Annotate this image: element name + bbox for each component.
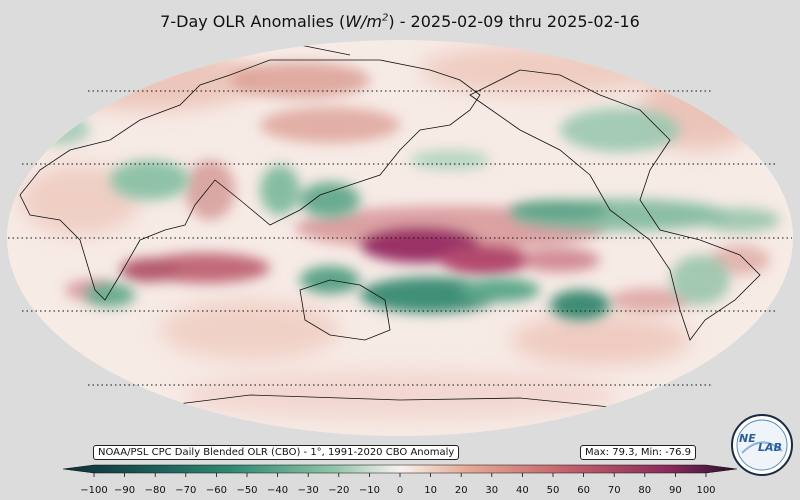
colorbar-tick-label: 30 [485,485,498,496]
title-suffix: ) - 2025-02-09 thru 2025-02-16 [388,12,640,31]
source-label: NOAA/PSL CPC Daily Blended OLR (CBO) - 1… [93,445,460,460]
colorbar-tick-label: −50 [236,485,257,496]
colorbar-tick-label: 100 [696,485,715,496]
colorbar-tick-label: 70 [608,485,621,496]
colorbar-tick-label: −40 [267,485,288,496]
svg-text:NE: NE [739,432,756,445]
colorbar-tick-label: 50 [547,485,560,496]
colorbar-bar [62,464,738,474]
positive-anomaly-areas [65,62,770,312]
colorbar-tick-label: −60 [206,485,227,496]
colorbar-tick-label: 80 [638,485,651,496]
colorbar-tick-label: 60 [577,485,590,496]
colorbar-tick-label: 0 [397,485,403,496]
olr-anomaly-map [7,40,793,436]
colorbar-ticks: −100 −90 −80 −70 −60 −50 −40 −30 −20 −10 0 10 20 30 40… [80,473,716,496]
colorbar-tick-label: 40 [516,485,529,496]
title-unit: W/m2 [345,12,389,31]
colorbar-tick-label: −90 [114,485,135,496]
colorbar-tick-label: −20 [328,485,349,496]
map-title: 7-Day OLR Anomalies (W/m2) - 2025-02-09 … [0,12,800,31]
colorbar-tick-label: −10 [359,485,380,496]
colorbar-tick-label: −30 [298,485,319,496]
colorbar-tick-label: −100 [80,485,107,496]
colorbar-tick-label: 20 [455,485,468,496]
colorbar-tick-label: 10 [424,485,437,496]
svg-text:LAB: LAB [758,441,782,454]
colorbar-tick-label: 90 [669,485,682,496]
negative-anomaly-areas [30,108,780,320]
title-prefix: 7-Day OLR Anomalies ( [160,12,346,31]
colorbar-tick-label: −80 [145,485,166,496]
newlab-logo: NE LAB [731,414,793,476]
colorbar-tick-label: −70 [175,485,196,496]
max-min-label: Max: 79.3, Min: -76.9 [580,445,697,460]
colorbar: −100 −90 −80 −70 −60 −50 −40 −30 −20 −10 0 10 20 30 40… [62,464,738,496]
latitude-gridlines [8,90,792,386]
